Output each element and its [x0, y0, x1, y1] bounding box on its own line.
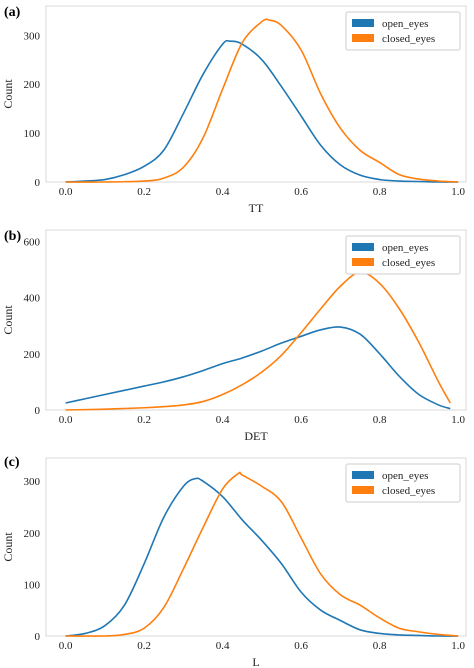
y-tick-label: 600: [24, 236, 41, 248]
y-axis-title: Count: [1, 532, 15, 562]
panel-label: (c): [4, 455, 20, 470]
x-tick-label: 1.0: [451, 414, 465, 426]
y-axis-title: Count: [1, 305, 15, 335]
y-tick-label: 200: [24, 79, 41, 91]
legend-swatch: [352, 471, 374, 479]
legend-swatch: [352, 34, 374, 42]
plot-frame: [45, 457, 467, 637]
legend-label: closed_eyes: [382, 257, 435, 269]
x-axis-title: DET: [244, 429, 268, 443]
series-line-closed_eyes: [65, 18, 459, 183]
series-line-open_eyes: [65, 477, 459, 637]
x-axis-title: L: [252, 655, 259, 668]
legend-label: closed_eyes: [382, 485, 435, 497]
y-tick-label: 200: [24, 528, 41, 540]
series-line-open_eyes: [65, 39, 459, 183]
chart-panel-1: (b) 0.0 0.2 0.4 0.6 0.8 1.0 0 200 400 600 DET Count o…: [1, 229, 467, 443]
y-tick-label: 0: [35, 405, 41, 417]
legend-box: [345, 463, 461, 503]
plot-frame: [45, 5, 467, 183]
x-tick-label: 0.2: [137, 640, 151, 652]
legend-swatch: [352, 19, 374, 27]
x-tick-label: 1.0: [451, 640, 465, 652]
series-line-closed_eyes: [65, 471, 459, 637]
panel-label: (b): [4, 229, 21, 244]
x-tick-label: 0.6: [294, 186, 308, 198]
y-tick-label: 300: [24, 476, 41, 488]
y-tick-label: 300: [24, 30, 41, 42]
y-tick-label: 100: [24, 128, 41, 140]
x-tick-label: 0.4: [216, 186, 230, 198]
legend-box: [345, 11, 461, 51]
legend: open_eyes closed_eyes: [345, 463, 461, 503]
series-line-closed_eyes: [65, 271, 451, 411]
x-tick-label: 0.0: [59, 186, 73, 198]
legend-label: open_eyes: [382, 242, 428, 254]
legend-box: [345, 235, 461, 275]
chart-panel-2: (c) 0.0 0.2 0.4 0.6 0.8 1.0 0 100 200 300 L Count ope…: [1, 455, 467, 668]
x-tick-label: 0.0: [59, 414, 73, 426]
x-tick-label: 0.0: [59, 640, 73, 652]
legend-swatch: [352, 486, 374, 494]
y-tick-label: 400: [24, 293, 41, 305]
x-tick-label: 0.4: [216, 640, 230, 652]
legend-swatch: [352, 258, 374, 266]
legend-label: open_eyes: [382, 470, 428, 482]
legend-label: closed_eyes: [382, 33, 435, 45]
x-tick-label: 0.8: [373, 186, 387, 198]
y-tick-label: 0: [35, 631, 41, 643]
y-tick-label: 0: [35, 177, 41, 189]
y-tick-label: 100: [24, 579, 41, 591]
series-line-open_eyes: [65, 326, 451, 410]
x-tick-label: 0.4: [216, 414, 230, 426]
x-tick-label: 0.6: [294, 640, 308, 652]
x-tick-label: 0.6: [294, 414, 308, 426]
panel-label: (a): [4, 5, 21, 20]
x-tick-label: 1.0: [451, 186, 465, 198]
x-tick-label: 0.8: [373, 414, 387, 426]
x-axis-title: TT: [249, 201, 264, 215]
chart-panel-0: (a) 0.0 0.2 0.4 0.6 0.8 1.0 0 100 200 300 TT Count op…: [1, 5, 467, 215]
legend: open_eyes closed_eyes: [345, 11, 461, 51]
legend-swatch: [352, 243, 374, 251]
y-axis-title: Count: [1, 79, 15, 109]
x-tick-label: 0.2: [137, 186, 151, 198]
y-tick-label: 200: [24, 349, 41, 361]
legend-label: open_eyes: [382, 18, 428, 30]
plot-frame: [45, 229, 467, 411]
legend: open_eyes closed_eyes: [345, 235, 461, 275]
x-tick-label: 0.8: [373, 640, 387, 652]
x-tick-label: 0.2: [137, 414, 151, 426]
